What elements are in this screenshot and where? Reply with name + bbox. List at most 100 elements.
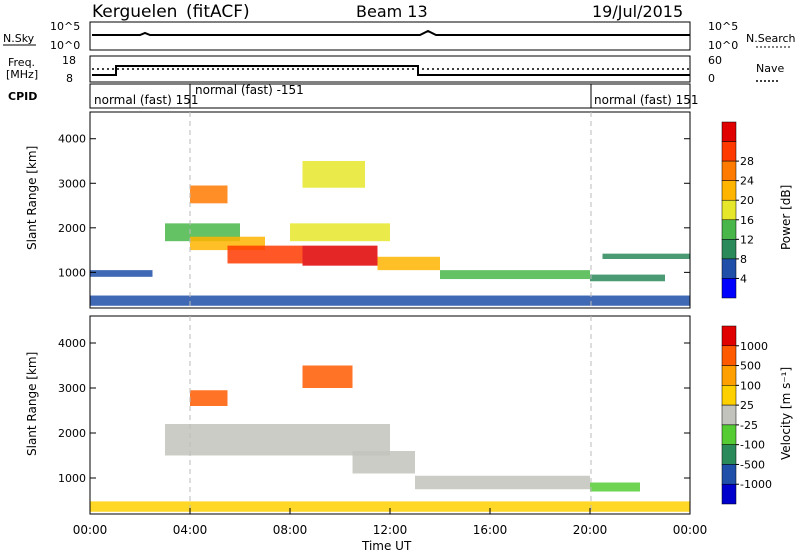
power-band-0 — [90, 295, 690, 306]
freq-tick-top: 18 — [62, 54, 76, 67]
date-title: 19/Jul/2015 — [592, 2, 683, 21]
velocity-band-6 — [590, 482, 640, 492]
power-ytick-3: 4000 — [58, 133, 86, 146]
time-axis: 00:00 04:00 08:00 12:00 16:00 20:00 00:00 — [73, 508, 708, 537]
xtick-1: 04:00 — [173, 523, 208, 537]
velocity-ytick-2: 3000 — [58, 382, 86, 395]
station-title: Kerguelen — [92, 2, 177, 22]
power-colorbar-swatch-6 — [721, 239, 737, 260]
velocity-band-5 — [415, 475, 590, 490]
xtick-2: 08:00 — [273, 523, 308, 537]
nave-label: Nave — [756, 62, 784, 75]
velocity-colorbar-swatch-8 — [721, 483, 737, 505]
power-colorbar: 4 8 12 16 20 24 28 — [721, 121, 754, 299]
power-colorbar-swatch-7 — [721, 258, 737, 279]
power-band-12 — [602, 253, 690, 259]
power-colorbar-tick-3: 16 — [740, 214, 754, 227]
xtick-5: 20:00 — [573, 523, 608, 537]
power-colorbar-tick-6: 28 — [740, 155, 754, 168]
nsky-strip: N.Sky 10^5 10^0 10^5 10^0 N.Search — [3, 20, 796, 52]
cpid-label: CPID — [8, 90, 37, 103]
nsky-label: N.Sky — [3, 32, 35, 45]
freq-strip: Freq. [MHz] 18 8 60 0 Nave — [6, 54, 784, 85]
velocity-ytick-1: 2000 — [58, 427, 86, 440]
cpid-segment-3: normal (fast) 151 — [594, 93, 698, 107]
nsky-tick-top: 10^5 — [50, 20, 80, 33]
power-colorbar-tick-4: 20 — [740, 194, 754, 207]
velocity-colorbar-tick-0: 1000 — [740, 340, 768, 353]
velocity-band-4 — [352, 451, 415, 474]
velocity-colorbar-swatch-7 — [721, 464, 737, 485]
velocity-colorbar-tick-3: 25 — [740, 399, 754, 412]
power-colorbar-swatch-8 — [721, 278, 737, 299]
power-band-9 — [377, 256, 440, 271]
cpid-strip: CPID normal (fast) 151 normal (fast) -15… — [8, 83, 698, 109]
velocity-colorbar-swatch-6 — [721, 444, 737, 465]
power-band-2 — [165, 223, 240, 242]
velocity-band-2 — [190, 390, 228, 406]
xtick-3: 12:00 — [373, 523, 408, 537]
freq-units: [MHz] — [6, 68, 38, 81]
power-colorbar-tick-1: 8 — [740, 253, 747, 266]
velocity-colorbar-swatch-2 — [721, 365, 737, 386]
power-colorbar-tick-0: 4 — [740, 272, 747, 285]
freq-label: Freq. — [8, 56, 35, 69]
power-band-7 — [190, 185, 228, 204]
power-band-11 — [590, 274, 665, 282]
velocity-colorbar-tick-4: -25 — [740, 419, 758, 432]
power-colorbar-tick-2: 12 — [740, 233, 754, 246]
velocity-band-3 — [302, 365, 353, 388]
cpid-segment-2: normal (fast) -151 — [195, 83, 304, 97]
nsky-tick-bottom: 10^0 — [50, 39, 80, 52]
velocity-colorbar-tick-2: 100 — [740, 379, 761, 392]
power-colorbar-tick-5: 24 — [740, 175, 754, 188]
velocity-colorbar-swatch-4 — [721, 404, 737, 426]
velocity-panel: 1000 2000 3000 4000 Slant Range [km] 1000 50… — [25, 315, 793, 515]
xtick-4: 16:00 — [473, 523, 508, 537]
velocity-ytick-0: 1000 — [58, 472, 86, 485]
power-colorbar-swatch-0 — [721, 121, 737, 142]
fit-title: (fitACF) — [186, 2, 250, 22]
velocity-ylabel: Slant Range [km] — [25, 352, 39, 456]
power-ylabel: Slant Range [km] — [25, 146, 39, 250]
beam-title: Beam 13 — [356, 2, 428, 21]
velocity-colorbar-swatch-1 — [721, 345, 737, 366]
power-ytick-1: 2000 — [58, 222, 86, 235]
velocity-band-0 — [90, 501, 690, 512]
power-colorbar-swatch-5 — [721, 219, 737, 240]
velocity-band-1 — [165, 424, 390, 456]
velocity-colorbar-tick-1: 500 — [740, 360, 761, 373]
power-band-8 — [302, 161, 365, 188]
power-colorbar-label: Power [dB] — [779, 185, 793, 250]
power-band-1 — [90, 270, 153, 277]
velocity-colorbar-swatch-5 — [721, 424, 737, 445]
xtick-6: 00:00 — [673, 523, 708, 537]
nsearch-tick-top: 10^5 — [708, 20, 738, 33]
velocity-colorbar-swatch-3 — [721, 385, 737, 406]
power-colorbar-swatch-2 — [721, 160, 737, 181]
velocity-colorbar-tick-6: -500 — [740, 458, 765, 471]
power-colorbar-swatch-3 — [721, 180, 737, 201]
xtick-0: 00:00 — [73, 523, 108, 537]
nsearch-tick-bottom: 10^0 — [708, 39, 738, 52]
velocity-ytick-3: 4000 — [58, 337, 86, 350]
velocity-colorbar: 1000 500 100 25 -25 -100 -500 -1000 — [721, 325, 772, 505]
velocity-colorbar-swatch-0 — [721, 325, 737, 347]
cpid-segment-1: normal (fast) 151 — [94, 93, 198, 107]
freq-tick-bottom: 8 — [66, 72, 73, 85]
power-band-5 — [302, 245, 378, 266]
nave-tick-bottom: 0 — [708, 72, 715, 85]
velocity-colorbar-tick-5: -100 — [740, 439, 765, 452]
power-colorbar-swatch-4 — [721, 199, 737, 221]
power-ytick-0: 1000 — [58, 266, 86, 279]
velocity-colorbar-label: Velocity [m s⁻¹] — [779, 367, 793, 460]
power-panel: 1000 2000 3000 4000 Slant Range [km] 4 8 12 16… — [25, 111, 793, 309]
velocity-colorbar-tick-7: -1000 — [740, 478, 772, 491]
xaxis-label: Time UT — [361, 539, 412, 553]
power-band-6 — [290, 223, 390, 242]
velocity-data — [90, 365, 690, 512]
power-data — [90, 161, 690, 306]
nave-tick-top: 60 — [708, 54, 722, 67]
nsearch-label: N.Search — [746, 32, 796, 45]
power-colorbar-swatch-1 — [721, 141, 737, 162]
